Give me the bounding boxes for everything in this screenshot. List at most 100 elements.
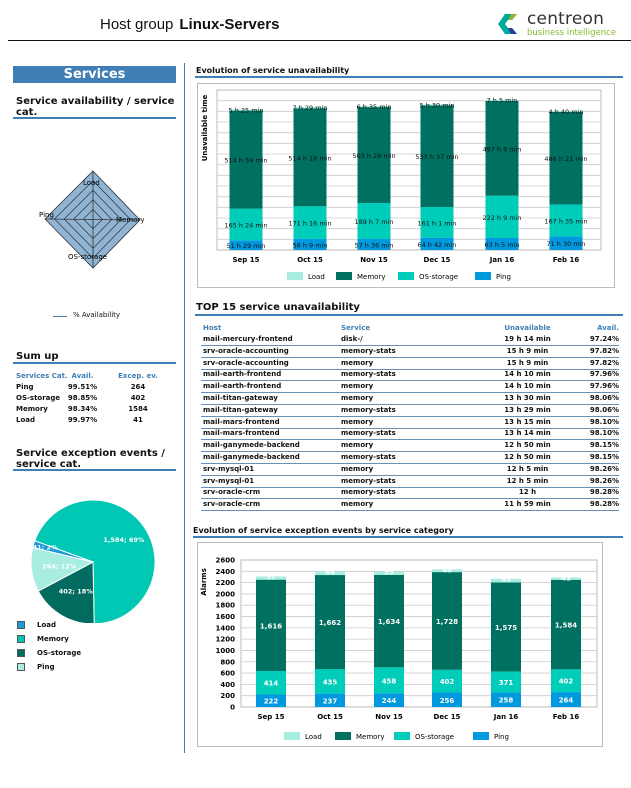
pie-legend-label-memory: Memory (37, 635, 69, 643)
plot-area (216, 89, 602, 251)
sumup-cell: 41 (133, 416, 143, 424)
data-label: 256 (440, 697, 455, 705)
header-divider (8, 40, 631, 41)
data-label: 222 (264, 698, 279, 706)
bar-load (315, 571, 345, 576)
table-cell: 97.82% (589, 346, 619, 355)
y-axis-label: Alarms (200, 568, 208, 595)
table-cell: memory (341, 358, 374, 367)
table-cell: memory-stats (341, 429, 396, 438)
radar-title: Service availability / service cat. (16, 96, 175, 118)
column-divider (184, 63, 185, 753)
y-tick-label: 800 (220, 658, 235, 666)
table-row-divider (201, 451, 619, 453)
bar-os-storage (432, 669, 462, 693)
x-tick-label: Sep 15 (258, 713, 285, 721)
table-cell: 97.24% (589, 335, 619, 343)
bar-load (549, 110, 583, 112)
table-cell: 15 h 9 min (506, 346, 549, 355)
bar-load (229, 109, 263, 111)
data-label: 435 (323, 678, 338, 686)
table-row-divider (201, 356, 619, 358)
radar-axis-ping: Ping (39, 211, 54, 219)
y-tick-label: 0 (230, 704, 235, 712)
bar-memory (491, 582, 521, 672)
table-cell: memory-stats (341, 405, 396, 414)
data-label: 4 h 40 min (549, 108, 584, 116)
table-cell: srv-oracle-accounting (203, 358, 289, 367)
y-tick-label: 200 (220, 692, 235, 700)
bar-memory (357, 107, 391, 204)
table-cell: 98.26% (589, 476, 619, 485)
pie-legend-label-os-storage: OS-storage (37, 649, 82, 657)
table-cell: memory-stats (341, 488, 396, 497)
y-tick-label: 400 (220, 681, 235, 689)
table-cell: memory (341, 417, 374, 426)
unavailability-chart-underline (195, 76, 623, 78)
exceptions-chart: 0 200 400 600 800 1000 1200 1400 1600 1800 2000 220… (200, 557, 598, 741)
table-cell: 12 h 50 min (504, 441, 551, 450)
radar-chart: Load Memory OS-storage Ping (39, 170, 144, 269)
data-label: 41 (561, 574, 571, 582)
table-row-divider (201, 486, 619, 488)
table-cell: 13 h 14 min (504, 429, 551, 438)
sumup-header: Avail. (71, 372, 94, 380)
table-cell: 98.10% (589, 417, 619, 426)
data-label: 414 (264, 680, 279, 688)
legend-label-ping: Ping (496, 273, 511, 281)
bar-os-storage (549, 204, 583, 237)
bar-os-storage (551, 669, 581, 693)
bar-os-storage (420, 207, 454, 238)
legend-swatch-os-storage (394, 732, 410, 740)
table-cell: 98.10% (589, 429, 619, 438)
legend-label-os-storage: OS-storage (419, 273, 458, 281)
table-cell: srv-oracle-crm (203, 500, 261, 509)
bar-ping (293, 238, 327, 250)
bar-os-storage (256, 671, 286, 695)
data-label: 458 (382, 677, 397, 685)
data-label: 514 h 18 min (288, 154, 331, 162)
table-header-avail: Avail. (597, 324, 619, 332)
bar-load (551, 577, 581, 580)
y-tick-label: 2200 (216, 579, 236, 587)
bar-os-storage (485, 195, 519, 238)
bar-load (491, 578, 521, 583)
table-cell: 12 h 5 min (506, 476, 549, 485)
data-label: 51 h 29 min (226, 242, 265, 250)
centreon-logo-icon (498, 14, 517, 34)
table-cell: 98.15% (589, 453, 619, 461)
bar-memory (549, 111, 583, 205)
table-cell: memory (341, 500, 374, 509)
table-cell: 98.28% (589, 488, 619, 497)
table-cell: mail-titan-gateway (203, 405, 278, 414)
table-cell: mail-ganymede-backend (203, 441, 300, 450)
bar-memory (374, 574, 404, 668)
bar-load (374, 571, 404, 575)
table-cell: memory-stats (341, 346, 396, 355)
pie-slice-load (32, 540, 94, 563)
data-label: 167 h 35 min (544, 217, 587, 225)
x-tick-label: Feb 16 (553, 256, 580, 264)
table-cell: memory (341, 382, 374, 391)
data-label: 264 (559, 697, 574, 705)
unavailability-chart: Unavailable time 51 h 29 min 165 h 24 min 5… (201, 89, 602, 281)
bar-load (420, 104, 454, 106)
legend-swatch-memory (336, 272, 352, 280)
table-cell: 98.15% (589, 441, 619, 450)
legend-swatch-memory (335, 732, 351, 740)
data-label: 161 h 1 min (417, 219, 456, 227)
table-cell: 13 h 29 min (504, 405, 551, 414)
bar-load (485, 99, 519, 101)
table-cell: mail-earth-frontend (203, 370, 282, 379)
pie-slice-os-storage (37, 561, 95, 623)
table-cell: 98.28% (589, 500, 619, 509)
x-tick-label: Dec 15 (434, 713, 461, 721)
bar-ping (551, 692, 581, 707)
sumup-cell: 99.51% (67, 383, 98, 391)
table-cell: 98.06% (589, 394, 619, 402)
data-label: 64 h 42 min (417, 241, 456, 249)
bar-memory (315, 575, 345, 670)
table-cell: 97.82% (589, 358, 619, 367)
table-cell: srv-mysql-01 (203, 476, 255, 485)
page-title: Host group Linux-Servers (100, 16, 279, 33)
